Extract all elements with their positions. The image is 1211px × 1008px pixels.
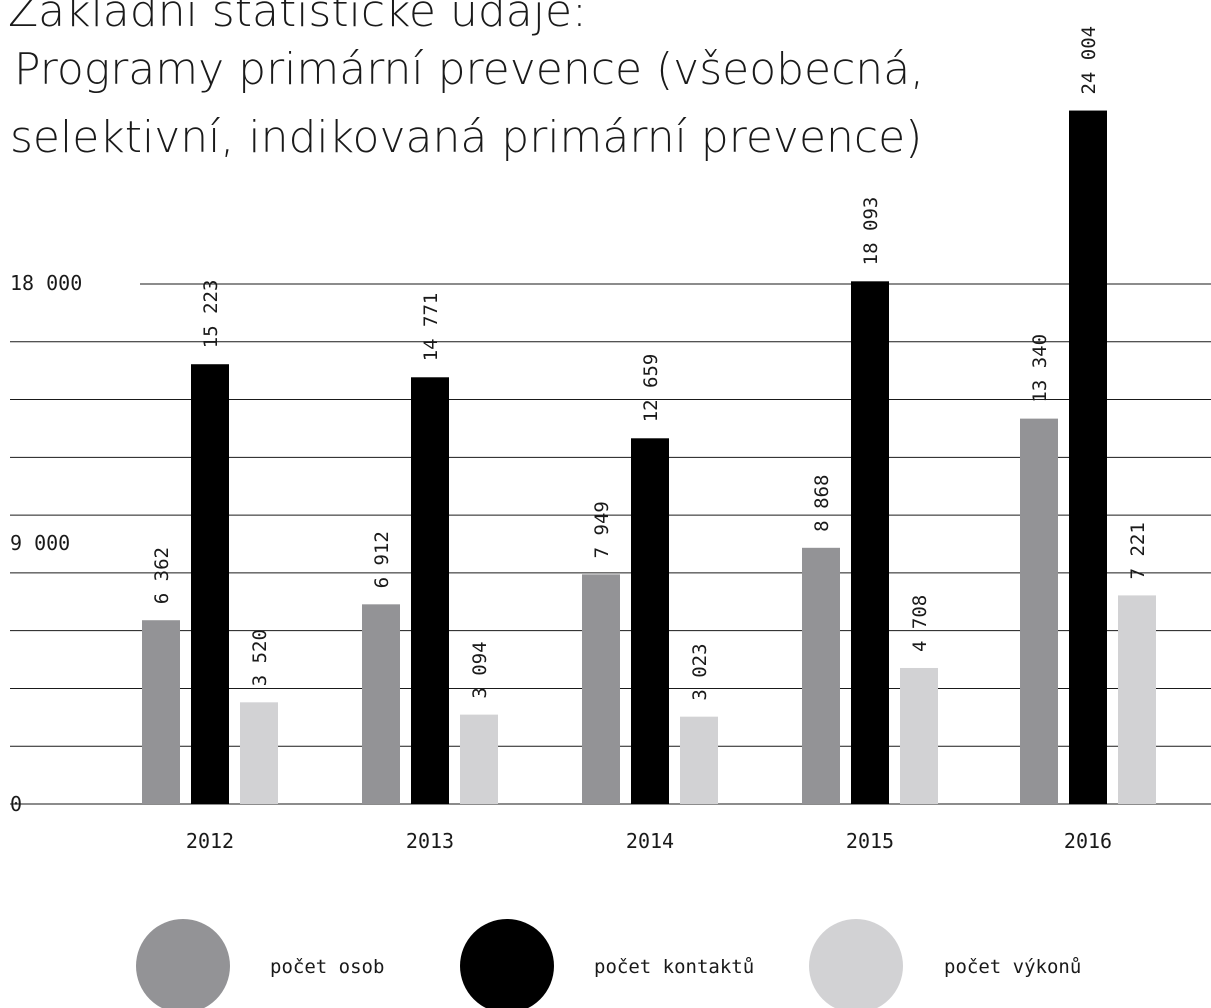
legend-label: počet výkonů <box>944 956 1081 978</box>
y-tick-label: 0 <box>10 792 22 816</box>
x-tick-label: 2016 <box>1064 829 1112 853</box>
bar-2012-0 <box>142 620 180 804</box>
data-label: 3 520 <box>249 629 271 686</box>
y-tick-label: 9 000 <box>10 531 70 555</box>
x-tick-label: 2015 <box>846 829 894 853</box>
data-label: 6 912 <box>371 531 393 588</box>
bar-2012-1 <box>191 364 229 804</box>
data-label: 7 949 <box>591 501 613 558</box>
bar-2012-2 <box>240 702 278 804</box>
legend-label: počet osob <box>270 956 384 978</box>
data-label: 13 340 <box>1029 334 1051 403</box>
legend-swatch <box>460 919 554 1008</box>
title-line-2: Programy primární prevence (všeobecná, <box>14 44 924 95</box>
y-tick-label: 18 000 <box>10 271 82 295</box>
x-tick-label: 2012 <box>186 829 234 853</box>
data-label: 7 221 <box>1127 522 1149 579</box>
title-line-1: Základní statistické údaje: <box>8 0 587 37</box>
bar-2013-1 <box>411 377 449 804</box>
legend: počet osob počet kontaktů počet výkonů <box>136 919 1081 1008</box>
data-label: 3 023 <box>689 643 711 700</box>
data-label: 8 868 <box>811 475 833 532</box>
data-label: 3 094 <box>469 641 491 698</box>
data-label: 4 708 <box>909 595 931 652</box>
legend-swatch <box>809 919 903 1008</box>
data-label: 14 771 <box>420 293 442 362</box>
data-labels: 6 362 15 223 3 520 6 912 14 771 3 094 7 949 12 … <box>151 26 1149 701</box>
data-label: 12 659 <box>640 354 662 423</box>
bar-2014-2 <box>680 716 718 804</box>
bar-2015-2 <box>900 667 938 804</box>
x-axis-labels: 2012 2013 2014 2015 2016 <box>186 829 1112 853</box>
bar-2014-1 <box>631 438 669 804</box>
legend-label: počet kontaktů <box>594 956 754 978</box>
x-tick-label: 2014 <box>626 829 674 853</box>
bar-2015-1 <box>851 281 889 804</box>
y-axis-labels: 0 9 000 18 000 <box>10 271 82 816</box>
bar-2016-2 <box>1118 595 1156 804</box>
data-label: 6 362 <box>151 547 173 604</box>
data-label: 18 093 <box>860 197 882 266</box>
title-line-3: selektivní, indikovaná primární prevence… <box>10 112 922 163</box>
bar-2016-0 <box>1020 418 1058 804</box>
bar-2015-0 <box>802 547 840 804</box>
data-label: 15 223 <box>200 280 222 349</box>
bar-2013-0 <box>362 604 400 804</box>
bars <box>142 110 1156 805</box>
bar-2013-2 <box>460 714 498 804</box>
data-label: 24 004 <box>1078 26 1100 95</box>
legend-swatch <box>136 919 230 1008</box>
bar-2016-1 <box>1069 110 1107 805</box>
bar-2014-0 <box>582 574 620 804</box>
chart-title: Základní statistické údaje: Programy pri… <box>8 0 924 163</box>
x-tick-label: 2013 <box>406 829 454 853</box>
